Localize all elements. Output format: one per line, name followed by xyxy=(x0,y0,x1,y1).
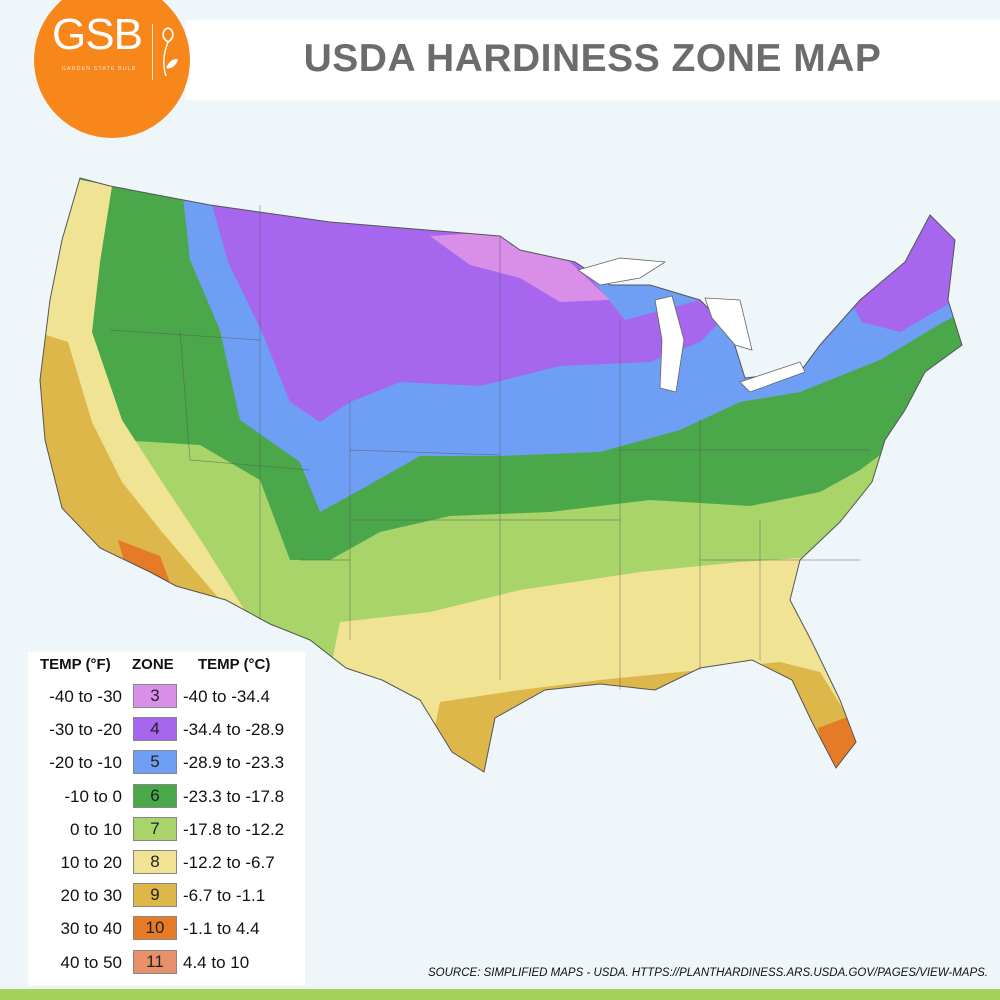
tulip-icon xyxy=(162,27,178,77)
page-title: USDA HARDINESS ZONE MAP xyxy=(303,37,882,80)
great-lake xyxy=(704,297,753,351)
zone-swatch: 8 xyxy=(133,850,177,874)
temp-f: 40 to 50 xyxy=(60,952,122,972)
legend-row-zone-11: 40 to 50 11 4.4 to 10 xyxy=(28,949,305,979)
great-lake xyxy=(654,295,685,393)
title-banner xyxy=(185,20,1000,100)
great-lake xyxy=(739,361,806,393)
temp-f: 0 to 10 xyxy=(70,819,122,839)
legend-row-zone-7: 0 to 10 7 -17.8 to -12.2 xyxy=(28,816,305,846)
temp-f: -10 to 0 xyxy=(64,786,122,806)
footer-bar xyxy=(0,989,1000,1000)
legend-header-temp-f: TEMP (°F) xyxy=(40,656,111,673)
zone-swatch: 10 xyxy=(133,916,177,941)
zone-swatch: 6 xyxy=(133,783,177,808)
zone-swatch: 3 xyxy=(133,684,177,708)
legend-row-zone-6: -10 to 0 6 -23.3 to -17.8 xyxy=(28,783,305,813)
temp-c: -17.8 to -12.2 xyxy=(183,819,285,839)
zone-swatch: 7 xyxy=(133,816,177,841)
zone-3-region xyxy=(430,232,610,302)
temp-c: -40 to -34.4 xyxy=(183,687,270,706)
temp-f: 10 to 20 xyxy=(60,853,122,872)
temp-c: -1.1 to 4.4 xyxy=(183,919,260,939)
logo-subtitle: GARDEN STATE BULB xyxy=(61,66,137,72)
temp-c: -6.7 to -1.1 xyxy=(183,886,266,906)
legend-header-zone: ZONE xyxy=(132,656,174,673)
state-border xyxy=(179,329,191,461)
temp-f: -20 to -10 xyxy=(49,753,122,773)
great-lake xyxy=(577,257,667,286)
zone-4-region xyxy=(845,205,962,332)
temp-c: -12.2 to -6.7 xyxy=(183,853,275,872)
logo-text: GSB xyxy=(52,10,143,59)
source-note: SOURCE: SIMPLIFIED MAPS - USDA. HTTPS://… xyxy=(428,967,988,979)
legend-row-zone-10: 30 to 40 10 -1.1 to 4.4 xyxy=(28,915,305,945)
zone-swatch: 11 xyxy=(133,949,177,974)
temp-f: -40 to -30 xyxy=(49,687,122,706)
temp-c: 4.4 to 10 xyxy=(183,952,250,972)
temp-c: -23.3 to -17.8 xyxy=(183,786,285,806)
state-border xyxy=(349,449,501,456)
zone-swatch: 4 xyxy=(133,717,177,742)
legend-header-temp-c: TEMP (°C) xyxy=(198,656,271,673)
zone-4-region xyxy=(205,180,740,422)
zone-swatch: 9 xyxy=(133,883,177,908)
us-outline xyxy=(39,177,963,773)
zone-swatch: 5 xyxy=(133,750,177,775)
temp-f: 30 to 40 xyxy=(60,919,122,939)
temp-c: -34.4 to -28.9 xyxy=(183,720,285,740)
gsb-logo: GSB GARDEN STATE BULB xyxy=(34,0,190,138)
temp-f: 20 to 30 xyxy=(60,886,122,906)
temp-c: -28.9 to -23.3 xyxy=(183,753,285,773)
legend-row-zone-4: -30 to -20 4 -34.4 to -28.9 xyxy=(28,716,305,746)
legend-row-zone-5: -20 to -10 5 -28.9 to -23.3 xyxy=(28,749,305,779)
legend-row-zone-3: -40 to -30 3 -40 to -34.4 xyxy=(28,683,305,713)
legend-row-zone-9: 20 to 30 9 -6.7 to -1.1 xyxy=(28,882,305,912)
temp-f: -30 to -20 xyxy=(49,720,122,740)
logo-divider xyxy=(152,24,153,80)
legend-row-zone-8: 10 to 20 8 -12.2 to -6.7 xyxy=(28,849,305,879)
state-border xyxy=(189,459,311,471)
state-border xyxy=(109,329,261,341)
zone-legend: TEMP (°F) ZONE TEMP (°C) -40 to -30 3 -4… xyxy=(28,652,305,985)
